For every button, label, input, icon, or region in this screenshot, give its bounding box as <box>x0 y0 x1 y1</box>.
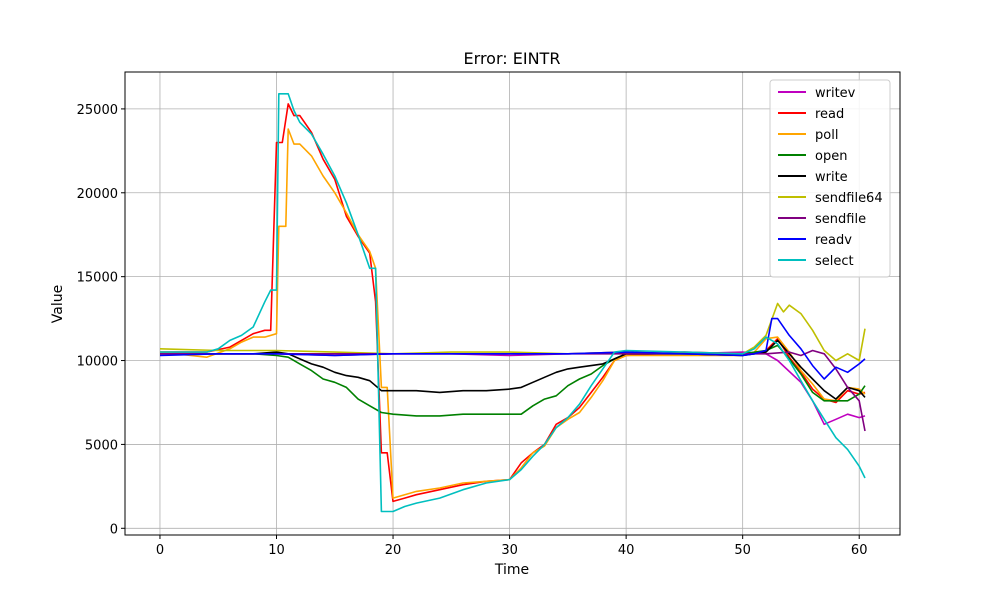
legend-box <box>769 79 891 278</box>
y-tick-label: 25000 <box>77 103 118 118</box>
series-lines <box>159 93 866 513</box>
legend-label-sendfile64: sendfile64 <box>815 191 883 206</box>
y-tick-label: 5000 <box>85 438 118 453</box>
x-tick-label: 30 <box>501 543 518 558</box>
legend-label-read: read <box>815 107 844 122</box>
legend-label-select: select <box>815 254 854 269</box>
x-tick-label: 60 <box>851 543 868 558</box>
series-line-readv <box>159 317 866 380</box>
series-line-select <box>160 93 866 513</box>
series-line-read <box>160 103 866 503</box>
x-tick-label: 0 <box>156 543 164 558</box>
legend-label-sendfile: sendfile <box>815 212 866 227</box>
legend-label-poll: poll <box>815 128 838 143</box>
x-tick-label: 20 <box>385 543 402 558</box>
series-line-sendfile <box>160 349 866 432</box>
y-tick-label: 10000 <box>77 355 118 370</box>
axis-ticks: 0 10 20 30 40 50 60 0 5000 10000 15000 20000 25000 <box>77 103 868 558</box>
series-line-poll <box>159 128 866 499</box>
legend-label-open: open <box>815 149 847 164</box>
y-tick-label: 15000 <box>77 271 118 286</box>
x-tick-label: 50 <box>734 543 751 558</box>
x-axis-label: Time <box>494 562 529 578</box>
x-tick-label: 40 <box>618 543 635 558</box>
y-tick-label: 20000 <box>77 187 118 202</box>
chart-title: Error: EINTR <box>464 49 561 68</box>
legend-label-writev: writev <box>815 86 856 101</box>
y-tick-label: 0 <box>110 522 118 537</box>
series-line-write <box>160 339 866 400</box>
x-tick-label: 10 <box>268 543 285 558</box>
plot-frame <box>124 71 901 536</box>
legend-label-write: write <box>815 170 848 185</box>
series-line-open <box>160 344 866 417</box>
legend-label-readv: readv <box>815 233 852 248</box>
legend: writev read poll open write sendfile64 sendfil… <box>769 79 891 278</box>
y-axis-label: Value <box>50 285 66 323</box>
